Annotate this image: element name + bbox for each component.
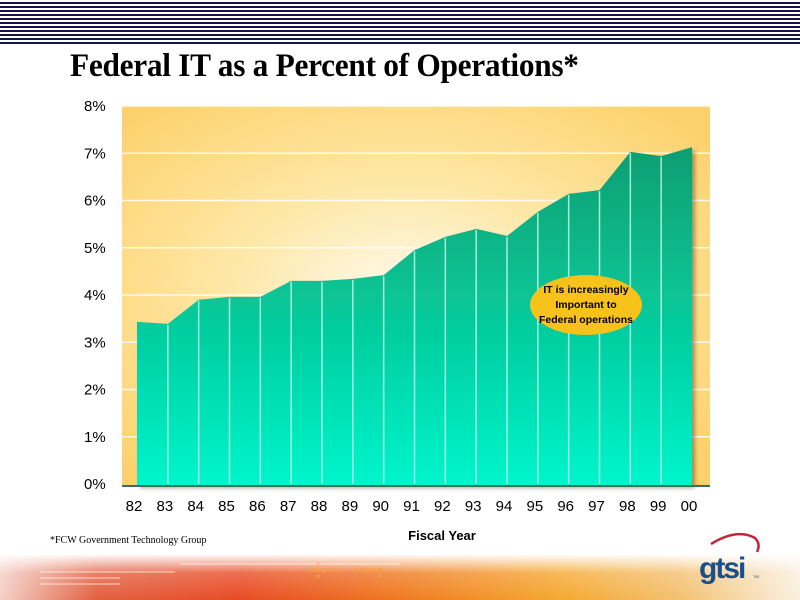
x-tick-label: 91 bbox=[403, 498, 420, 515]
x-tick-label: 89 bbox=[341, 498, 358, 515]
y-tick-label: 1% bbox=[84, 429, 106, 446]
x-tick-label: 83 bbox=[156, 498, 173, 515]
header-stripes bbox=[0, 0, 800, 44]
logo-text: gtsi bbox=[699, 552, 745, 585]
annotation-bubble: IT is increasingly Important to Federal … bbox=[530, 275, 642, 335]
x-tick-label: 00 bbox=[681, 498, 698, 515]
y-tick-label: 3% bbox=[84, 334, 106, 351]
annotation-line-3: Federal operations bbox=[539, 314, 633, 326]
x-tick-label: 85 bbox=[218, 498, 235, 515]
x-tick-label: 92 bbox=[434, 498, 451, 515]
x-tick-label: 98 bbox=[619, 498, 636, 515]
chart: 0% 1% 2% 3% 4% 5% 6% 7% 8% 82 83 84 85 86 87 88 89 90 91 9… bbox=[84, 98, 710, 543]
logo-swoosh bbox=[710, 532, 760, 553]
footer-decorative-band bbox=[0, 555, 800, 600]
x-tick-label: 88 bbox=[311, 498, 328, 515]
y-tick-label: 8% bbox=[84, 98, 106, 115]
slide-title: Federal IT as a Percent of Operations* bbox=[70, 48, 579, 84]
y-tick-label: 0% bbox=[84, 476, 106, 493]
y-tick-label: 4% bbox=[84, 287, 106, 304]
source-note: *FCW Government Technology Group bbox=[50, 535, 207, 546]
x-tick-label: 99 bbox=[650, 498, 667, 515]
circuit-decoration bbox=[40, 562, 400, 585]
x-tick-label: 90 bbox=[372, 498, 389, 515]
x-tick-label: 84 bbox=[187, 498, 204, 515]
x-tick-label: 93 bbox=[465, 498, 482, 515]
y-tick-label: 5% bbox=[84, 240, 106, 257]
annotation-line-1: IT is increasingly bbox=[543, 284, 628, 296]
x-tick-label: 82 bbox=[126, 498, 143, 515]
y-tick-label: 2% bbox=[84, 382, 106, 399]
y-tick-label: 7% bbox=[84, 145, 106, 162]
x-tick-label: 97 bbox=[588, 498, 605, 515]
y-tick-label: 6% bbox=[84, 193, 106, 210]
x-tick-label: 95 bbox=[526, 498, 543, 515]
annotation-line-2: Important to bbox=[555, 299, 616, 311]
x-tick-label: 96 bbox=[557, 498, 574, 515]
annotation-ellipse bbox=[530, 275, 642, 335]
gtsi-logo-mark: gtsi TM bbox=[699, 532, 760, 585]
gtsi-logo: gtsi TM bbox=[697, 530, 767, 590]
logo-trademark: TM bbox=[753, 574, 759, 579]
x-tick-label: 86 bbox=[249, 498, 266, 515]
x-axis-label: Fiscal Year bbox=[408, 528, 476, 543]
x-tick-label: 94 bbox=[496, 498, 513, 515]
x-tick-label: 87 bbox=[280, 498, 297, 515]
